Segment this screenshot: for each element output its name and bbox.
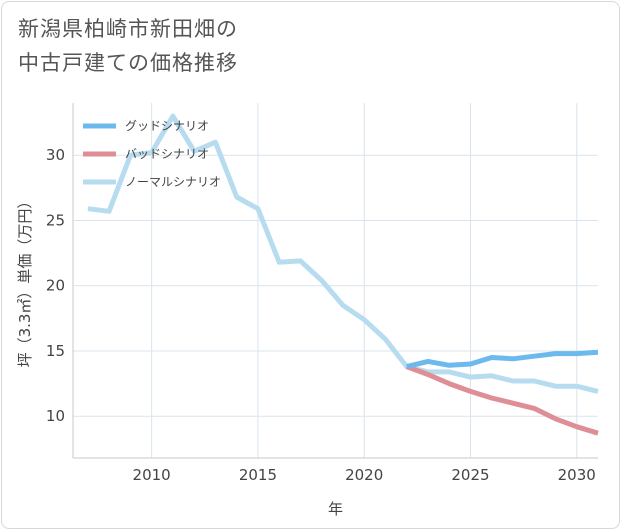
series-lines: [87, 113, 599, 436]
x-tick-label-2010: 2010: [133, 466, 171, 484]
y-tick-label-20: 20: [46, 277, 65, 295]
chart-title-line1: 新潟県柏崎市新田畑の: [18, 17, 238, 41]
x-tick-label-2015: 2015: [239, 466, 277, 484]
legend-label-good: グッドシナリオ: [125, 119, 209, 133]
series-line-bad: [405, 364, 599, 436]
series-line-good: [406, 349, 599, 370]
x-tick-label-2020: 2020: [345, 466, 383, 484]
y-tick-label-30: 30: [46, 146, 65, 164]
x-axis-label: 年: [328, 500, 343, 518]
y-tick-label-15: 15: [46, 342, 65, 360]
x-tick-label-2025: 2025: [451, 466, 489, 484]
legend-label-bad: バッドシナリオ: [125, 147, 209, 161]
grid-lines: [73, 103, 598, 458]
series-line-normal: [87, 113, 599, 394]
legend-label-normal: ノーマルシナリオ: [125, 175, 221, 189]
chart-title: 新潟県柏崎市新田畑の 中古戸建ての価格推移: [18, 12, 238, 80]
y-tick-label-25: 25: [46, 211, 65, 229]
chart-title-line2: 中古戸建ての価格推移: [18, 51, 238, 75]
y-axis-label: 坪（3.3㎡）単価（万円）: [16, 194, 34, 368]
y-tick-label-10: 10: [46, 407, 65, 425]
x-tick-label-2030: 2030: [558, 466, 596, 484]
